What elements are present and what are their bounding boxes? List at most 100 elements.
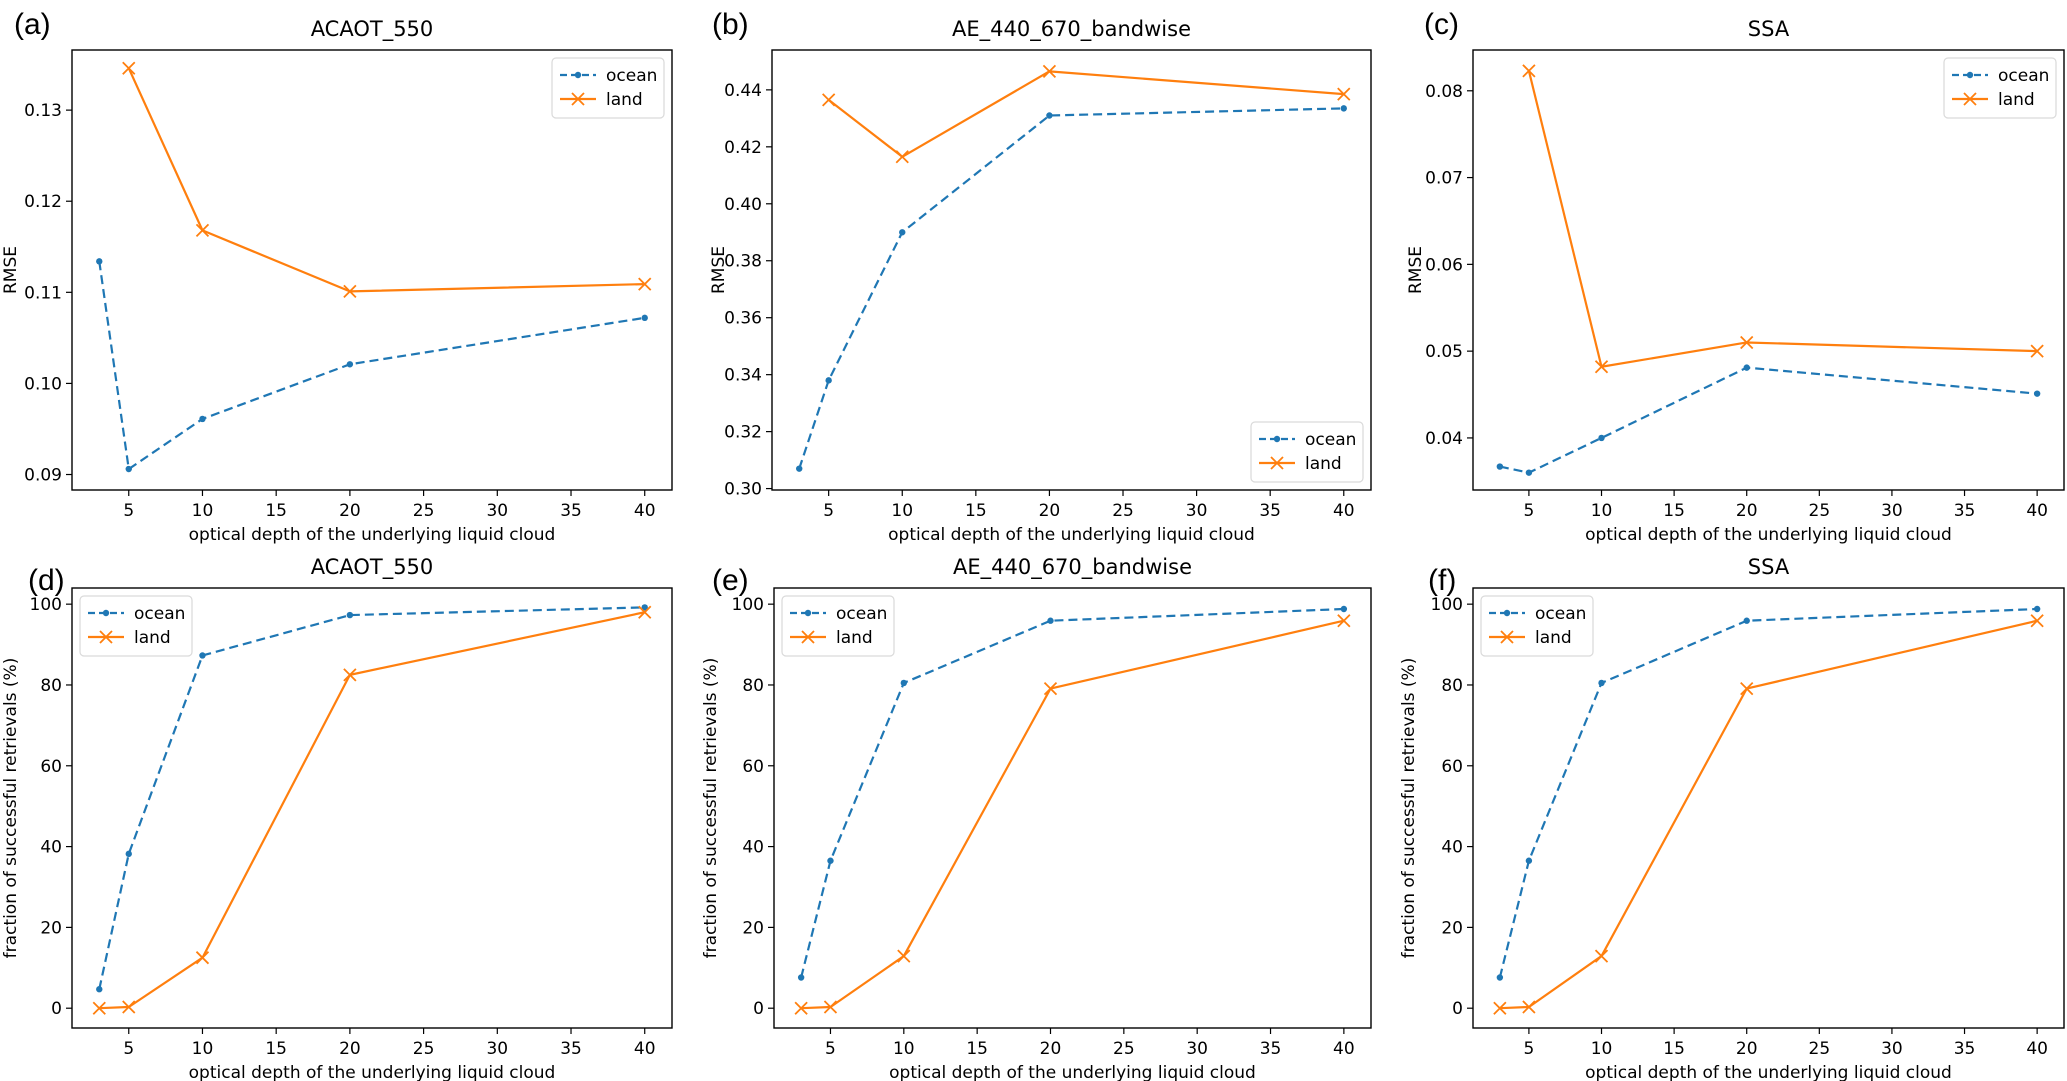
x-tick-label: 5	[1523, 1039, 1534, 1059]
data-point-ocean	[1047, 617, 1054, 624]
series-line-land	[801, 619, 1345, 1010]
x-tick-label: 20	[1736, 1039, 1758, 1059]
x-tick-label: 40	[634, 1039, 656, 1059]
panel-b: (b) AE_440_670_bandwise 5 10 15 20 25 30 35 40 0.3…	[709, 8, 1372, 545]
y-tick-label: 80	[1441, 676, 1463, 696]
y-tick-label: 100	[1431, 595, 1463, 615]
legend-marker-ocean	[102, 609, 110, 617]
x-tick-label: 20	[1736, 501, 1758, 521]
y-tick-label: 0	[753, 999, 764, 1019]
panel-f: (f) SSA 5 10 15 20 25 30 35 40 0 20 40 60 80 100 optical…	[1399, 555, 2065, 1081]
panel-title: ACAOT_550	[311, 555, 434, 580]
panel-label: (a)	[14, 8, 51, 41]
legend-label-ocean: ocean	[606, 66, 657, 86]
y-tick-label: 0.09	[24, 466, 62, 486]
data-point-land	[1337, 614, 1351, 628]
data-point-ocean	[1340, 105, 1347, 112]
legend-label-land: land	[1998, 90, 2035, 110]
legend: ocean land	[79, 595, 193, 657]
data-point-ocean	[125, 850, 132, 858]
data-point-ocean	[899, 229, 906, 236]
data-point-land	[822, 93, 836, 107]
x-tick-label: 40	[2026, 1039, 2048, 1059]
data-point-land	[1522, 1000, 1536, 1014]
data-point-ocean	[1046, 112, 1053, 119]
y-tick-label: 0.12	[24, 192, 62, 212]
y-axis-label: fraction of successful retrievals (%)	[1, 658, 21, 959]
legend-marker-ocean	[804, 609, 812, 617]
data-point-ocean	[1340, 605, 1348, 613]
y-axis-label: fraction of successful retrievals (%)	[701, 658, 721, 959]
series-line-land	[99, 611, 645, 1010]
series-ocean	[1496, 364, 2041, 476]
axes-frame	[1472, 587, 2065, 1029]
data-point-ocean	[2033, 605, 2041, 613]
data-point-ocean	[796, 465, 803, 472]
x-tick-label: 25	[1809, 501, 1831, 521]
panel-d: (d) ACAOT_550 5 10 15 20 25 30 35 40 0 20 40 60 80 100 o…	[1, 555, 673, 1081]
data-point-ocean	[1525, 857, 1533, 864]
legend: ocean land	[551, 57, 665, 119]
data-point-land	[1042, 64, 1057, 78]
y-tick-label: 0	[51, 999, 62, 1019]
series-line-land	[1499, 619, 2038, 1010]
legend: ocean land	[781, 595, 895, 657]
data-point-land	[343, 668, 357, 682]
panel-label: (e)	[712, 564, 749, 597]
x-tick-label: 5	[1523, 501, 1534, 521]
series-land	[1493, 614, 2044, 1015]
x-tick-label: 15	[1663, 501, 1685, 521]
y-tick-label: 80	[40, 676, 62, 696]
x-tick-label: 15	[1663, 1039, 1685, 1059]
panel-title: AE_440_670_bandwise	[953, 555, 1192, 580]
series-land	[794, 614, 1351, 1015]
data-point-land	[1493, 1001, 1507, 1015]
legend-label-ocean: ocean	[1535, 604, 1586, 624]
data-point-land	[1594, 360, 1609, 374]
data-point-ocean	[1743, 364, 1750, 371]
axes-frame	[71, 587, 673, 1029]
legend-marker-land	[1963, 92, 1977, 106]
data-point-ocean	[1496, 463, 1504, 470]
legend-label-land: land	[606, 90, 643, 110]
data-point-ocean	[797, 974, 805, 981]
y-tick-label: 0.05	[1425, 342, 1463, 362]
x-tick-label: 15	[966, 1039, 988, 1059]
data-point-ocean	[96, 258, 103, 265]
panel-label: (c)	[1424, 8, 1459, 41]
data-point-ocean	[900, 679, 908, 687]
data-point-land	[1740, 335, 1754, 350]
data-point-land	[343, 284, 357, 299]
data-point-ocean	[641, 604, 648, 611]
x-tick-label: 30	[486, 501, 508, 521]
x-tick-label: 15	[265, 501, 287, 521]
legend-label-ocean: ocean	[134, 604, 185, 624]
data-point-ocean	[641, 314, 648, 322]
series-ocean	[797, 605, 1348, 981]
axes-frame	[71, 49, 673, 491]
data-point-land	[122, 61, 136, 75]
series-ocean	[96, 604, 648, 993]
series-land	[822, 64, 1351, 164]
data-point-land	[897, 949, 911, 963]
data-point-ocean	[346, 611, 354, 619]
axes-frame	[771, 49, 1372, 491]
x-tick-label: 25	[1809, 1039, 1831, 1059]
data-point-land	[122, 1000, 136, 1014]
y-tick-label: 100	[30, 595, 62, 615]
series-line-land	[1527, 70, 2038, 368]
y-tick-label: 0.44	[724, 81, 762, 101]
x-tick-label: 30	[1881, 501, 1903, 521]
data-point-land	[195, 223, 210, 238]
y-tick-label: 0.11	[24, 283, 62, 303]
y-tick-label: 0.42	[724, 138, 762, 158]
panel-a: (a) ACAOT_550 5 10 15 20 25 30 35 40 0.09 0.10 0.11 0…	[1, 8, 673, 545]
y-tick-label: 40	[742, 838, 764, 858]
y-tick-label: 0.36	[724, 309, 762, 329]
data-point-land	[1594, 949, 1609, 963]
x-tick-label: 10	[1591, 501, 1613, 521]
x-tick-label: 25	[413, 501, 435, 521]
x-tick-label: 10	[1591, 1039, 1613, 1059]
y-tick-label: 0.34	[724, 366, 762, 386]
